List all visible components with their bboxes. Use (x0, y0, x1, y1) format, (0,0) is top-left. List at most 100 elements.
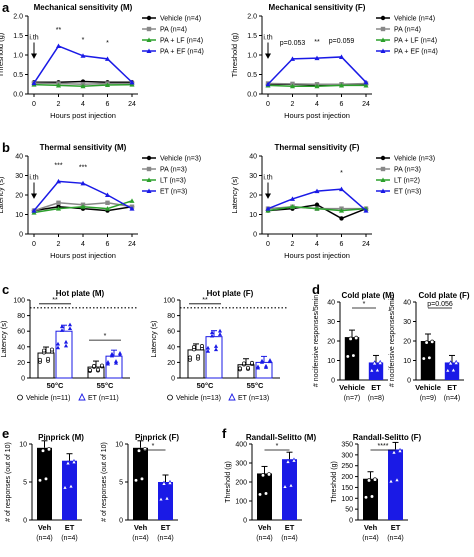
data-point (129, 206, 135, 211)
data-point (80, 53, 86, 58)
individual-point (242, 361, 246, 366)
individual-point (117, 351, 123, 355)
y-tick-label: 1.5 (247, 33, 257, 40)
y-tick-label: 150 (341, 485, 353, 492)
x-tick-label: 6 (106, 241, 110, 248)
individual-point (372, 477, 378, 482)
data-point (129, 82, 135, 87)
legend-marker (380, 37, 386, 43)
legend-label: PA (n=3) (394, 167, 421, 174)
individual-point (100, 363, 104, 368)
individual-point (205, 349, 211, 353)
chart-title: Randall-Selitto (M) (246, 433, 317, 442)
data-point (363, 82, 369, 88)
individual-point (55, 341, 61, 346)
y-tick-label: 5 (23, 480, 27, 487)
x-axis-label: Hours post injection (284, 111, 350, 120)
data-point (314, 206, 320, 211)
panel-label-c: c (2, 282, 9, 297)
x-tick-label: 0 (266, 241, 270, 248)
data-point (56, 200, 61, 205)
y-tick-label: 1.0 (13, 53, 23, 60)
significance-label: * (363, 301, 366, 308)
data-point (314, 188, 320, 194)
chart-title: Pinprick (M) (38, 433, 84, 442)
data-point (289, 56, 296, 61)
individual-point (263, 491, 269, 496)
individual-point (63, 343, 69, 348)
individual-point (430, 339, 435, 344)
injection-label: i.th (263, 34, 272, 41)
chart-title: Mechanical sensitivity (F) (269, 3, 366, 12)
y-tick-label: 200 (235, 480, 247, 487)
individual-point (288, 482, 294, 488)
individual-point (46, 356, 50, 361)
individual-point (50, 347, 54, 352)
chart-title: Hot plate (M) (56, 289, 105, 298)
y-tick-label: 2.0 (13, 14, 23, 21)
legend-marker (146, 188, 152, 194)
legend-marker (146, 37, 152, 43)
y-tick-label: 100 (235, 499, 247, 506)
significance-label: * (104, 333, 107, 340)
individual-point (92, 364, 96, 368)
y-tick-label: 60 (17, 329, 25, 336)
individual-point (42, 348, 46, 353)
legend-marker (380, 155, 386, 161)
individual-point (447, 360, 454, 366)
chart-title: Mechanical sensitivity (M) (34, 3, 133, 12)
sample-size-label: (n=7) (344, 395, 361, 402)
data-point (55, 82, 62, 88)
individual-point (65, 460, 71, 466)
individual-point (421, 356, 426, 361)
y-tick-label: 0.0 (247, 92, 257, 99)
x-tick-label: Vehicle (415, 383, 441, 392)
data-point (55, 178, 62, 184)
data-point (265, 81, 271, 87)
individual-point (369, 367, 375, 373)
bar (363, 478, 378, 520)
legend-marker (146, 177, 152, 183)
y-tick-label: 80 (17, 313, 25, 320)
individual-point (88, 368, 92, 372)
y-axis-label: Threshold (g) (230, 32, 239, 77)
individual-point (43, 476, 49, 481)
legend-marker (146, 155, 152, 161)
data-point (80, 83, 86, 89)
individual-point (445, 367, 451, 373)
significance-label: * (106, 40, 109, 47)
y-tick-label: 300 (341, 452, 353, 459)
panel-label-d: d (312, 282, 320, 297)
legend-label: ET (n=13) (238, 395, 269, 402)
data-point (363, 208, 369, 213)
bar (62, 460, 77, 520)
individual-point (397, 447, 403, 453)
y-tick-label: 400 (235, 442, 247, 449)
legend-label: Vehicle (n=3) (160, 156, 201, 163)
data-point (339, 216, 344, 221)
individual-point (161, 480, 167, 486)
y-axis-label: Threshold (g) (225, 461, 232, 503)
y-tick-label: 100 (13, 298, 25, 305)
x-tick-label: 2 (291, 241, 295, 248)
bar (205, 336, 223, 379)
individual-point (59, 324, 65, 329)
bar (255, 361, 273, 379)
legend-label: PA + EF (n=4) (394, 49, 438, 56)
y-tick-label: 40 (167, 344, 175, 351)
chart-title: Thermal sensitivity (M) (40, 143, 127, 152)
individual-point (348, 336, 353, 341)
x-tick-label: 0 (32, 101, 36, 108)
y-tick-label: 20 (17, 360, 25, 367)
y-tick-label: 80 (167, 313, 175, 320)
sample-size-label: (n=4) (36, 535, 53, 542)
bar (37, 352, 55, 379)
y-tick-label: 30 (403, 319, 411, 326)
individual-point (250, 360, 254, 365)
individual-point (96, 367, 100, 372)
y-tick-label: 0 (19, 232, 23, 239)
legend-label: Vehicle (n=3) (394, 156, 435, 163)
y-tick-label: 0 (253, 232, 257, 239)
individual-point (196, 354, 200, 359)
y-tick-label: 10 (403, 358, 411, 365)
